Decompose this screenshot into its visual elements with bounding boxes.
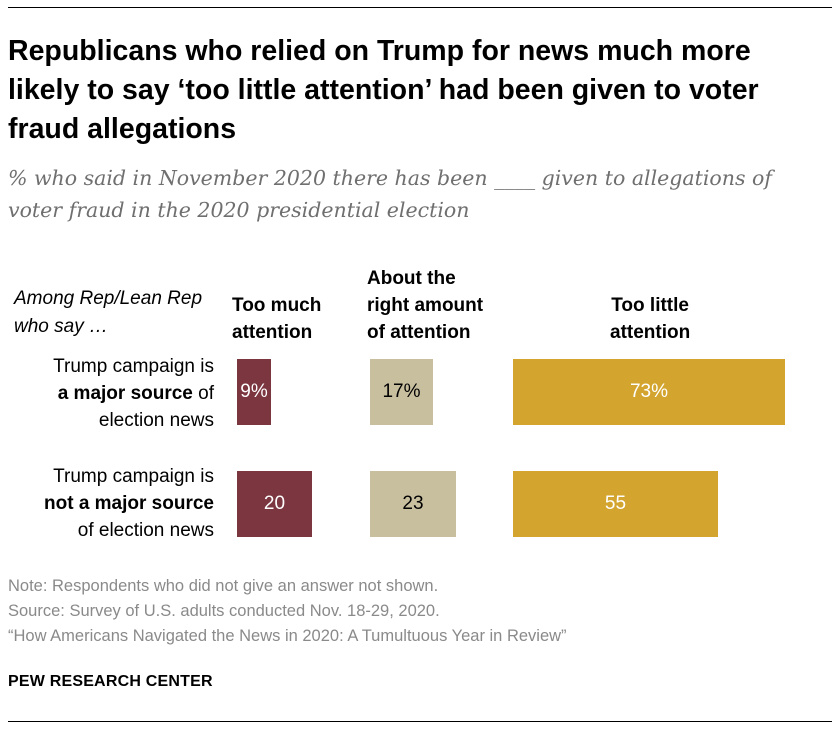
row-label-line: a major source of [0,380,214,407]
chart-title: Republicans who relied on Trump for news… [8,35,759,145]
column-header-line: Too much [232,295,322,316]
row-label-emphasis: not a major source [44,493,214,514]
row-label-emphasis: a major source [57,383,193,404]
row-label-not-major-source: Trump campaign is not a major source of … [0,463,214,544]
row-label-tail: of [192,383,214,404]
column-header-line: of attention [367,322,471,343]
bar-value-label: 17% [382,381,421,402]
column-header-too-little: Too little attention [610,292,690,346]
bar-value-label: 9% [240,381,268,402]
source-text: Source: Survey of U.S. adults conducted … [8,602,440,620]
note-text: Note: Respondents who did not give an an… [8,577,439,595]
bar-value-label: 23 [402,493,424,514]
column-header-right-amount: About the right amount of attention [367,265,483,346]
bar-value-label: 20 [263,493,286,514]
column-header-too-much: Too much attention [232,292,321,346]
bar-right-amount: 23 [370,471,456,537]
row-label-major-source: Trump campaign is a major source of elec… [0,353,214,434]
chart-subtitle: % who said in November 2020 there has be… [8,166,772,222]
bar-right-amount: 17% [370,359,433,425]
bar-too-much: 20 [237,471,312,537]
column-header-line: right amount [367,295,484,316]
top-rule [8,7,832,8]
bar-value-label: 73% [629,381,669,402]
bottom-rule [8,721,832,722]
group-label: Among Rep/Lean Rep who say … [14,288,203,337]
column-header-line: attention [610,322,691,343]
row-label-line: not a major source [0,490,214,517]
bar-too-much: 9% [237,359,271,425]
row-label-line: Trump campaign is [53,466,214,487]
bar-too-little: 55 [513,471,718,537]
row-label-line: of election news [77,520,214,541]
column-header-line: attention [232,322,313,343]
bar-value-label: 55 [604,493,627,514]
report-title-text: “How Americans Navigated the News in 202… [8,627,567,645]
brand-label: PEW RESEARCH CENTER [8,673,213,690]
row-label-line: Trump campaign is [53,356,214,377]
column-header-line: Too little [611,295,689,316]
row-label-line: election news [98,410,214,431]
column-header-line: About the [367,268,456,289]
bar-too-little: 73% [513,359,785,425]
